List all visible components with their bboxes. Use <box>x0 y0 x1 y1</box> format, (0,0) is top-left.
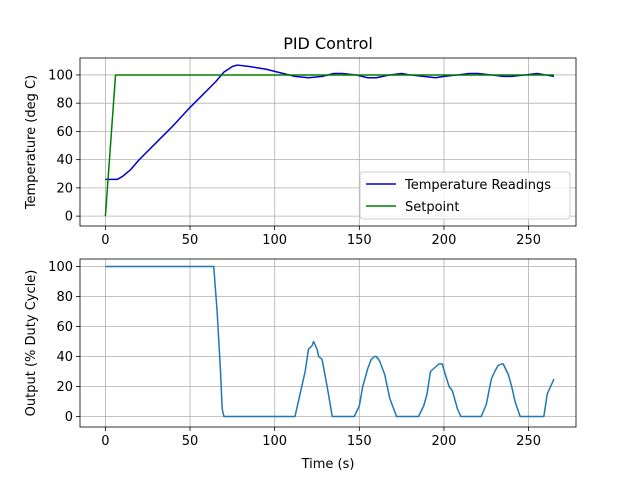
top-xtick-label-200: 200 <box>432 233 457 248</box>
legend-label-temperature-readings: Temperature Readings <box>404 178 551 193</box>
top-ytick-label-60: 60 <box>56 125 73 140</box>
bottom-series-output <box>105 265 555 418</box>
bottom-ytick-label-40: 40 <box>56 350 73 365</box>
top-series-temperature-readings <box>105 64 555 181</box>
bottom-ytick-label-60: 60 <box>56 320 73 335</box>
bottom-xtick-label-50: 50 <box>182 434 199 449</box>
output-plot: 0 50 100 150 200 250 0 20 40 60 80 100 <box>48 258 577 449</box>
bottom-xtick-label-250: 250 <box>516 434 541 449</box>
x-axis-label: Time (s) <box>301 457 355 472</box>
bottom-ytick-label-80: 80 <box>56 290 73 305</box>
top-xtick-label-50: 50 <box>182 233 199 248</box>
bottom-ytick-label-0: 0 <box>65 410 73 425</box>
bottom-xtick-label-150: 150 <box>347 434 372 449</box>
top-axes-frame <box>79 57 577 227</box>
top-series-setpoint <box>104 74 554 217</box>
bottom-ytick-label-20: 20 <box>56 380 73 395</box>
bottom-xtick-label-100: 100 <box>262 434 287 449</box>
legend-label-setpoint: Setpoint <box>405 200 460 215</box>
bottom-xtick-label-200: 200 <box>432 434 457 449</box>
top-ytick-label-40: 40 <box>56 153 73 168</box>
bottom-xtick-label-0: 0 <box>101 434 109 449</box>
top-ytick-label-80: 80 <box>56 97 73 112</box>
top-xtick-label-150: 150 <box>347 233 372 248</box>
top-ytick-label-20: 20 <box>56 181 73 196</box>
bottom-axes-frame <box>79 258 577 428</box>
legend: Temperature Readings Setpoint <box>359 171 571 220</box>
top-xtick-label-100: 100 <box>262 233 287 248</box>
top-ytick-label-100: 100 <box>48 68 73 83</box>
bottom-y-axis-label: Output (% Duty Cycle) <box>24 270 39 417</box>
top-xtick-label-0: 0 <box>101 233 109 248</box>
bottom-ytick-label-100: 100 <box>48 260 73 275</box>
top-y-axis-label: Temperature (deg C) <box>24 75 39 210</box>
chart-title: PID Control <box>283 34 373 53</box>
legend-box <box>359 171 571 220</box>
top-xtick-label-250: 250 <box>516 233 541 248</box>
temperature-plot: 0 50 100 150 200 250 0 20 40 60 80 100 <box>48 57 577 248</box>
top-ytick-label-0: 0 <box>65 210 73 225</box>
